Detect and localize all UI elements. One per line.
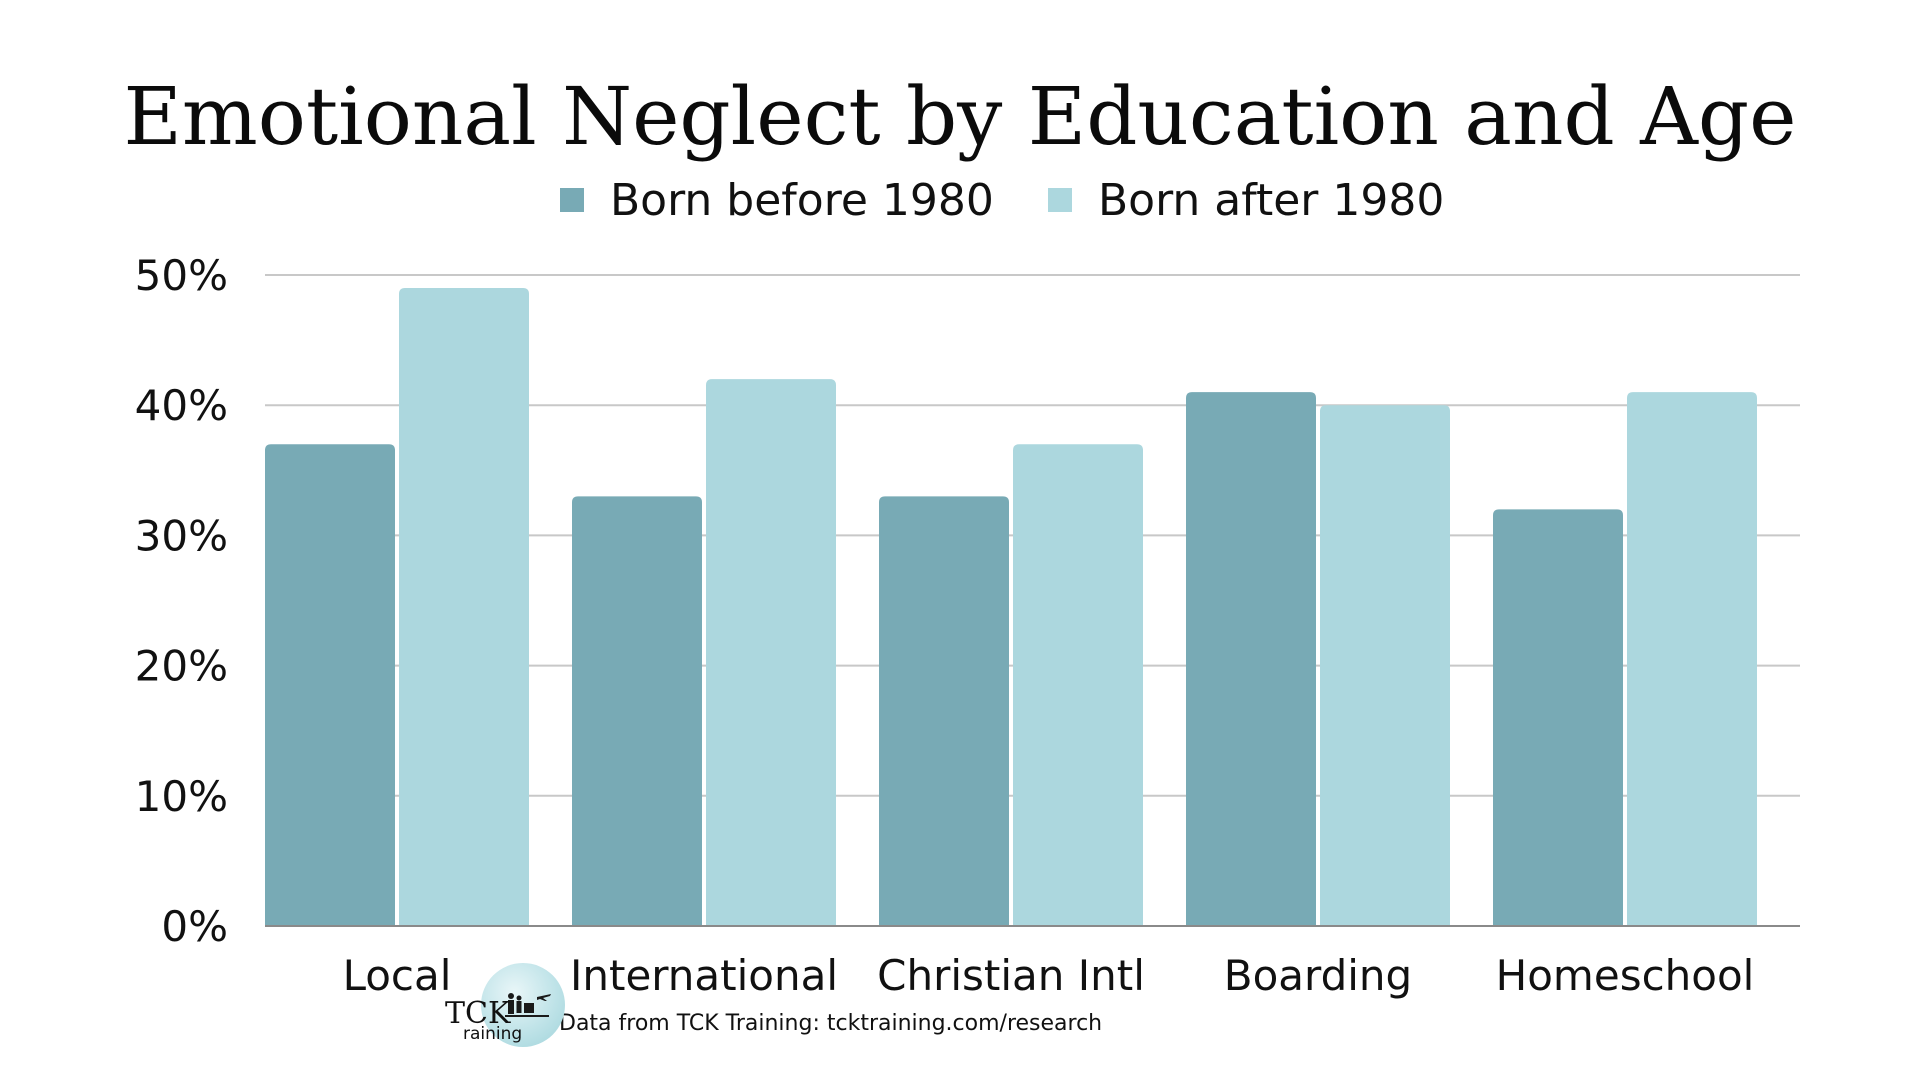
bars [265,288,1757,926]
bar-after-1980 [1320,405,1450,926]
x-tick-label: Local [343,951,452,1000]
x-tick-label: International [570,951,838,1000]
x-axis: Local International Christian Intl Boarding… [265,925,1800,1000]
bar-after-1980 [399,288,529,926]
logo-circle [481,963,565,1047]
family-travel-icon [505,993,551,1017]
bar-after-1980 [1627,392,1757,926]
x-tick-label: Boarding [1224,951,1412,1000]
x-tick-label: Homeschool [1496,951,1755,1000]
source-note: Data from TCK Training: tcktraining.com/… [559,1010,1103,1036]
logo-wordmark: TCK [445,996,511,1031]
y-axis: 0% 10% 20% 30% 40% 50% [135,251,228,951]
legend-label-1: Born after 1980 [1098,175,1444,226]
bar-before-1980 [265,444,395,926]
bar-before-1980 [1493,509,1623,926]
y-tick-label: 50% [135,251,228,300]
y-tick-label: 10% [135,772,228,821]
bar-before-1980 [1186,392,1316,926]
bar-before-1980 [572,496,702,926]
logo-subtext: raining [463,1024,523,1044]
legend-label-0: Born before 1980 [610,175,994,226]
y-tick-label: 20% [135,642,228,691]
y-tick-label: 30% [135,511,228,560]
y-tick-label: 40% [135,381,228,430]
chart-title: Emotional Neglect by Education and Age [123,70,1797,163]
x-tick-label: Christian Intl [877,951,1145,1000]
legend: Born before 1980 Born after 1980 [560,175,1444,226]
bar-after-1980 [706,379,836,926]
y-tick-label: 0% [161,902,228,951]
legend-swatch-0 [560,188,584,212]
footer: TCK raining Data from TCK Training: tckt… [445,963,1102,1053]
legend-swatch-1 [1048,188,1072,212]
tck-training-logo: TCK raining [445,963,565,1053]
bar-before-1980 [879,496,1009,926]
bar-after-1980 [1013,444,1143,926]
